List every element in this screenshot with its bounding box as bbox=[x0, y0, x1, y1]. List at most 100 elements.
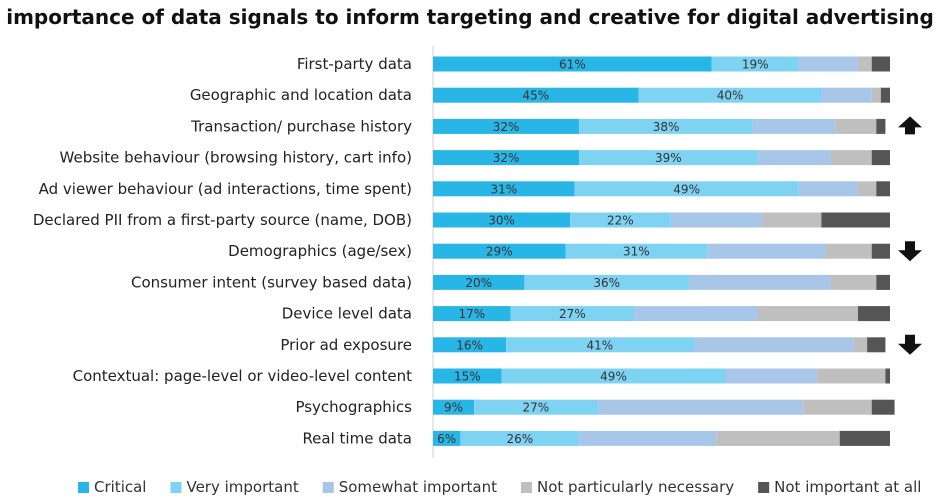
legend: Critical Very important Somewhat important… bbox=[78, 478, 921, 496]
data-label: 49% bbox=[673, 182, 700, 196]
data-labels: 61% 19% 45% 40% 32% 38% 32% 39% 31% 49% 30% 22% 29% 3… bbox=[437, 58, 768, 446]
data-label: 61% bbox=[559, 58, 586, 72]
stacked-bars bbox=[433, 56, 895, 446]
bar-segment bbox=[433, 87, 639, 103]
bar-segment bbox=[885, 368, 890, 384]
bar-segment bbox=[871, 150, 890, 166]
bar-segment bbox=[803, 399, 872, 415]
bar-segment bbox=[565, 243, 708, 259]
bar-segment bbox=[816, 368, 886, 384]
data-label: 32% bbox=[493, 151, 520, 165]
data-label: 26% bbox=[506, 432, 533, 446]
category-label: Demographics (age/sex) bbox=[228, 242, 412, 260]
category-label: Transaction/ purchase history bbox=[190, 117, 412, 135]
data-label: 27% bbox=[559, 307, 586, 321]
data-label: 6% bbox=[437, 432, 456, 446]
bar-segment bbox=[858, 306, 890, 322]
bar-segment bbox=[693, 337, 854, 353]
data-label: 27% bbox=[522, 401, 549, 415]
bar-segment bbox=[433, 337, 507, 353]
data-label: 32% bbox=[493, 120, 520, 134]
legend-swatch bbox=[78, 482, 89, 493]
bar-segment bbox=[433, 212, 571, 228]
data-label: 30% bbox=[488, 214, 515, 228]
data-label: 15% bbox=[454, 370, 481, 384]
bar-segment bbox=[433, 399, 475, 415]
bar-segment bbox=[433, 430, 461, 446]
legend-swatch bbox=[758, 482, 770, 493]
data-label: 39% bbox=[655, 151, 682, 165]
category-labels: First-party data Geographic and location … bbox=[33, 55, 412, 447]
category-label: Prior ad exposure bbox=[280, 336, 412, 354]
bar-segment bbox=[876, 118, 886, 134]
bar-segment bbox=[460, 430, 580, 446]
bar-segment bbox=[634, 306, 758, 322]
bar-segment bbox=[688, 274, 831, 290]
bar-segment bbox=[433, 56, 712, 72]
bar-segment bbox=[762, 212, 822, 228]
data-label: 29% bbox=[486, 245, 513, 259]
bar-segment bbox=[670, 212, 763, 228]
category-label: Contextual: page-level or video-level co… bbox=[73, 367, 413, 385]
bar-segment bbox=[871, 56, 890, 72]
data-label: 16% bbox=[456, 338, 483, 352]
category-label: Geographic and location data bbox=[190, 86, 412, 104]
bar-segment bbox=[826, 243, 872, 259]
bar-segment bbox=[433, 150, 580, 166]
bar-segment bbox=[716, 430, 840, 446]
bar-segment bbox=[474, 399, 598, 415]
bar-segment bbox=[524, 274, 689, 290]
bar-segment bbox=[433, 274, 525, 290]
legend-swatch bbox=[170, 482, 182, 493]
bar-segment bbox=[880, 87, 890, 103]
bar-segment bbox=[871, 87, 881, 103]
data-label: 22% bbox=[607, 214, 634, 228]
legend-swatch bbox=[520, 482, 532, 493]
data-label: 36% bbox=[593, 276, 620, 290]
arrow-down-icon bbox=[898, 334, 922, 355]
category-label: Psychographics bbox=[295, 398, 412, 416]
data-label: 45% bbox=[522, 89, 549, 103]
bar-segment bbox=[839, 430, 890, 446]
category-label: Website behaviour (browsing history, car… bbox=[60, 149, 412, 167]
bar-segment bbox=[871, 399, 895, 415]
bar-segment bbox=[501, 368, 726, 384]
bar-segment bbox=[821, 212, 890, 228]
bar-segment bbox=[798, 56, 859, 72]
category-label: Real time data bbox=[302, 429, 412, 447]
bar-segment bbox=[433, 243, 566, 259]
bar-segment bbox=[876, 274, 890, 290]
bar-segment bbox=[858, 56, 872, 72]
bar-segment bbox=[707, 243, 827, 259]
bar-segment bbox=[830, 150, 872, 166]
data-label: 41% bbox=[586, 338, 613, 352]
bar-segment bbox=[579, 150, 758, 166]
bar-segment bbox=[821, 87, 872, 103]
category-label: Device level data bbox=[282, 305, 412, 323]
legend-swatch bbox=[322, 482, 334, 493]
arrow-up-icon bbox=[898, 116, 922, 135]
category-label: Declared PII from a first-party source (… bbox=[33, 211, 412, 229]
bar-segment bbox=[506, 337, 694, 353]
bar-segment bbox=[752, 118, 836, 134]
data-label: 40% bbox=[717, 89, 744, 103]
bar-segment bbox=[757, 306, 859, 322]
trend-arrows bbox=[898, 116, 922, 355]
bar-segment bbox=[835, 118, 877, 134]
bar-segment bbox=[579, 430, 717, 446]
data-label: 17% bbox=[459, 307, 486, 321]
bar-segment bbox=[579, 118, 753, 134]
legend-label: Not particularly necessary bbox=[537, 478, 734, 496]
bar-segment bbox=[871, 243, 890, 259]
bar-segment bbox=[858, 181, 877, 197]
arrow-down-icon bbox=[898, 241, 922, 262]
bar-segment bbox=[433, 306, 511, 322]
bar-segment bbox=[798, 181, 859, 197]
bar-segment bbox=[853, 337, 868, 353]
bar-segment bbox=[711, 56, 799, 72]
bar-segment bbox=[433, 368, 502, 384]
bar-segment bbox=[597, 399, 804, 415]
category-label: First-party data bbox=[297, 55, 412, 73]
data-label: 9% bbox=[444, 401, 463, 415]
